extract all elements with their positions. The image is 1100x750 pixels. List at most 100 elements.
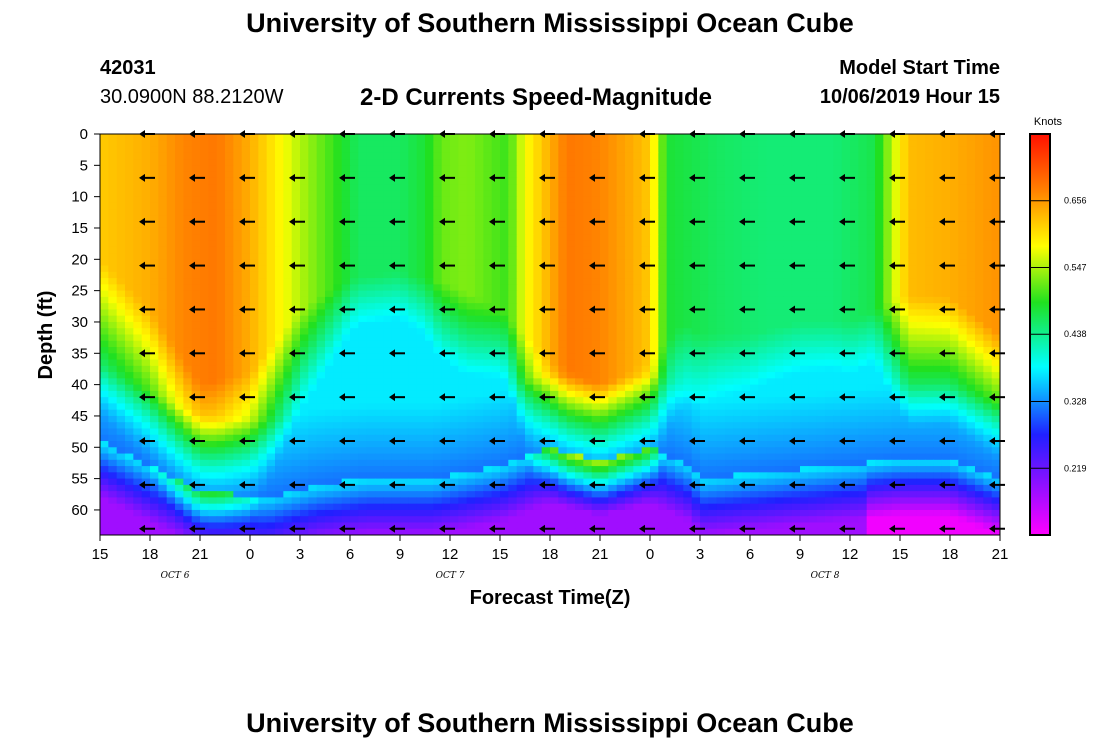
heat-cell [375,328,384,336]
heat-cell [333,271,343,279]
heat-cell [891,284,901,292]
heat-cell [858,271,868,279]
heat-cell [450,265,459,273]
heat-cell [941,271,951,279]
heat-cell [766,353,776,361]
heat-cell [825,240,834,248]
heat-cell [266,265,276,273]
heat-cell [966,353,976,361]
heat-cell [800,397,809,405]
heat-cell [866,165,876,173]
heat-cell [933,415,943,423]
heat-cell [933,202,943,210]
heat-cell [850,372,859,379]
heat-cell [466,221,476,229]
heat-cell [558,347,568,354]
heat-cell [758,209,768,217]
heat-cell [158,140,168,148]
heat-cell [516,196,526,204]
heat-cell [391,347,401,354]
heat-cell [883,378,893,386]
heat-cell [691,365,701,373]
heat-cell [716,165,726,173]
heat-cell [541,159,551,166]
heat-cell [566,278,576,285]
heat-cell [283,271,293,279]
heat-cell [583,246,593,254]
heat-cell [741,372,751,379]
heat-cell [650,403,659,411]
heat-cell [241,184,251,191]
heat-cell [591,240,601,248]
heat-cell [200,259,209,267]
heat-cell [966,409,976,417]
heat-cell [158,359,168,367]
heat-cell [216,134,226,141]
heat-cell [166,227,176,235]
heat-cell [800,196,809,204]
heat-cell [725,309,734,317]
heat-cell [500,152,509,160]
heat-cell [841,372,851,379]
heat-cell [841,378,851,386]
heat-cell [808,340,818,348]
heat-cell [533,390,543,398]
heat-cell [958,309,968,317]
heat-cell [958,403,968,411]
heat-cell [741,234,751,242]
heat-cell [233,240,243,248]
heat-cell [400,390,409,398]
heat-cell [158,246,168,254]
heat-cell [925,152,934,160]
heat-cell [150,415,159,423]
heat-cell [975,165,984,173]
heat-cell [483,227,493,235]
heat-cell [616,284,626,292]
heat-cell [658,171,668,179]
heat-cell [150,202,159,210]
heat-cell [783,202,793,210]
heat-cell [683,372,693,379]
heat-cell [583,315,593,323]
heat-cell [408,409,418,417]
heat-cell [400,403,409,411]
heat-cell [750,234,759,242]
heat-cell [408,303,418,311]
heat-cell [100,409,109,417]
heat-cell [833,177,843,185]
heat-cell [283,397,293,405]
heat-cell [350,202,359,210]
heat-cell [508,240,518,248]
heat-cell [275,284,284,292]
heat-cell [508,290,518,298]
heat-cell [741,347,751,354]
heat-cell [158,309,168,317]
heat-cell [733,409,743,417]
heat-cell [575,177,584,185]
heat-cell [991,259,1000,267]
heat-cell [841,340,851,348]
heat-cell [650,240,659,248]
heat-cell [591,165,601,173]
heat-cell [666,234,676,242]
heat-cell [650,303,659,311]
heat-cell [333,365,343,373]
heat-cell [408,340,418,348]
heat-cell [616,240,626,248]
heat-cell [308,177,318,185]
heat-cell [825,171,834,179]
heat-cell [325,365,334,373]
heat-cell [391,321,401,329]
heat-cell [725,265,734,273]
heat-cell [200,184,209,191]
heat-cell [341,365,351,373]
heat-cell [475,265,484,273]
heat-cell [366,265,376,273]
heat-cell [975,240,984,248]
heat-cell [541,240,551,248]
heat-cell [558,227,568,235]
heat-cell [766,227,776,235]
heat-cell [583,284,593,292]
heat-cell [708,190,718,198]
heat-cell [625,390,634,398]
